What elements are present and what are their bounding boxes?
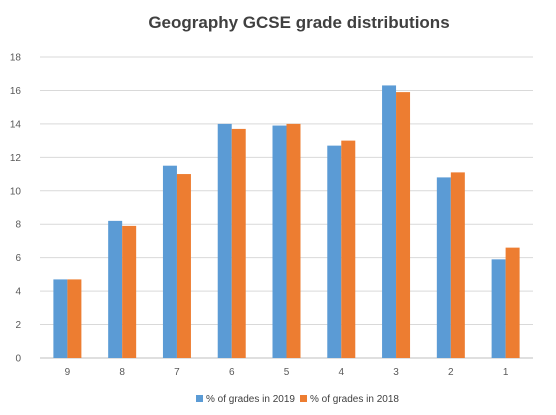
- bar-2018-grade-9: [67, 279, 82, 358]
- y-tick-label: 12: [10, 153, 22, 164]
- x-tick-label: 1: [503, 367, 509, 378]
- legend-swatch: [300, 395, 307, 402]
- bar-2019-grade-6: [217, 123, 232, 358]
- chart-title: Geography GCSE grade distributions: [148, 13, 449, 32]
- legend-label: % of grades in 2018: [310, 394, 399, 405]
- bars: [53, 85, 520, 358]
- y-tick-label: 8: [15, 220, 21, 231]
- y-tick-label: 14: [10, 119, 22, 130]
- bar-2019-grade-2: [436, 177, 451, 358]
- x-tick-label: 7: [174, 367, 180, 378]
- y-tick-label: 18: [10, 53, 22, 64]
- bar-2018-grade-4: [341, 140, 356, 358]
- bar-2018-grade-7: [176, 174, 191, 358]
- bar-2019-grade-8: [108, 220, 123, 358]
- bar-2019-grade-1: [491, 259, 506, 358]
- y-tick-label: 10: [10, 186, 22, 197]
- bar-2018-grade-8: [122, 225, 137, 358]
- bar-2018-grade-2: [450, 172, 465, 358]
- bar-2019-grade-9: [53, 279, 68, 358]
- bar-2019-grade-3: [382, 85, 397, 358]
- bar-2018-grade-1: [505, 247, 520, 358]
- bar-2019-grade-4: [327, 145, 342, 358]
- x-tick-label: 9: [65, 367, 71, 378]
- legend: % of grades in 2019 % of grades in 2018: [196, 394, 399, 405]
- y-tick-label: 4: [15, 287, 21, 298]
- bar-2019-grade-7: [162, 165, 177, 358]
- y-tick-label: 0: [15, 354, 21, 365]
- y-axis-ticks: 0 2 4 6 8 10 12 14 16 18: [10, 53, 22, 365]
- bar-2019-grade-5: [272, 125, 287, 358]
- legend-swatch: [196, 395, 203, 402]
- bar-2018-grade-5: [286, 123, 301, 358]
- x-tick-label: 5: [284, 367, 290, 378]
- x-axis-ticks: 9 8 7 6 5 4 3 2 1: [65, 367, 509, 378]
- y-tick-label: 2: [15, 320, 21, 331]
- y-tick-label: 6: [15, 253, 21, 264]
- bar-2018-grade-6: [231, 128, 246, 358]
- y-tick-label: 16: [10, 86, 22, 97]
- bar-2018-grade-3: [396, 92, 411, 358]
- x-tick-label: 4: [338, 367, 344, 378]
- x-tick-label: 8: [119, 367, 125, 378]
- x-tick-label: 3: [393, 367, 399, 378]
- legend-label: % of grades in 2019: [206, 394, 295, 405]
- x-tick-label: 6: [229, 367, 235, 378]
- x-tick-label: 2: [448, 367, 454, 378]
